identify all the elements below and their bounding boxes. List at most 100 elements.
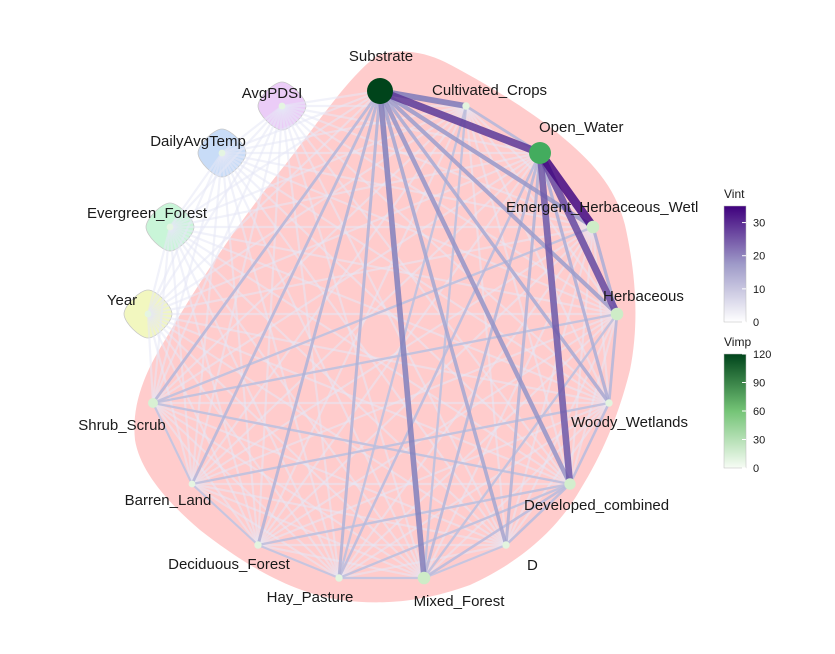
nodes-layer (144, 78, 624, 585)
legend-vint-ticks: 0 10 20 30 (742, 218, 765, 329)
label-substrate: Substrate (349, 48, 413, 65)
node-emergent-herbaceous-wetlands (586, 220, 600, 234)
edge-substrate-shrub-scrub (151, 90, 382, 404)
faint-edge-year-dailyavgtemp (147, 152, 223, 315)
legend-tick-vint-0: 0 (753, 317, 759, 329)
legend-vint-title: Vint (724, 187, 745, 201)
legend-vimp-title: Vimp (724, 335, 751, 349)
faint-edge-woody-wetlands-dailyavgtemp (221, 152, 610, 404)
faint-edge-hay-pasture-avgpdsi (280, 105, 341, 579)
label-barren-land: Barren_Land (125, 492, 212, 509)
faint-edge-cultivated-crops-barren-land (191, 105, 467, 485)
edge-substrate-deciduous-forest (256, 90, 382, 546)
faint-edge-d-avgpdsi (281, 105, 507, 546)
node-open-water (529, 142, 551, 164)
faint-edge-evergreen-forest-dailyavgtemp (169, 152, 223, 228)
faint-edge-mixed-forest-shrub-scrub (152, 402, 425, 579)
edge-shrub-scrub-developed-combined (152, 401, 571, 486)
label-open-water: Open_Water (539, 119, 624, 136)
faint-edge-herbaceous-d (505, 313, 618, 546)
edges-layer (151, 87, 621, 580)
node-woody-wetlands (605, 399, 613, 407)
edge-developed-combined-mixed-forest (423, 482, 571, 580)
label-mixed-forest: Mixed_Forest (414, 593, 506, 610)
faint-edge-substrate-avgpdsi (281, 89, 381, 108)
edge-substrate-woody-wetlands (378, 89, 611, 405)
labels-layer: Substrate Cultivated_Crops Open_Water Emerg… (78, 48, 698, 610)
faint-edge-shrub-scrub-evergreen-forest (151, 226, 172, 404)
label-shrub-scrub: Shrub_Scrub (78, 417, 166, 434)
faint-edge-herbaceous-avgpdsi (281, 105, 618, 315)
faint-edge-barren-land-evergreen-forest (168, 226, 194, 485)
edge-open-water-herbaceous (536, 151, 621, 316)
faint-edge-hay-pasture-dailyavgtemp (220, 152, 341, 579)
node-substrate (367, 78, 393, 104)
node-d (502, 541, 510, 549)
edge-substrate-mixed-forest (377, 90, 427, 579)
edge-open-water-d (504, 152, 542, 546)
edge-deciduous-forest-hay-pasture (257, 544, 340, 579)
legend-tick-vimp-120: 120 (753, 349, 771, 361)
label-developed-combined: Developed_combined (524, 497, 669, 514)
edge-developed-combined-d (505, 483, 571, 546)
edge-deciduous-forest-developed-combined (257, 482, 571, 547)
faint-edge-d-dailyavgtemp (221, 152, 507, 546)
faint-edge-mixed-forest-barren-land (191, 482, 425, 580)
label-d: D (527, 557, 538, 574)
faint-edge-cultivated-crops-herbaceous (465, 105, 618, 315)
label-deciduous-forest: Deciduous_Forest (168, 556, 291, 573)
background-layer (134, 51, 636, 603)
label-year: Year (107, 292, 137, 309)
edge-shrub-scrub-barren-land (152, 402, 193, 485)
faint-edge-d-year (147, 313, 507, 546)
faint-edge-deciduous-forest-shrub-scrub (152, 402, 259, 546)
faint-edge-woody-wetlands-year (147, 312, 610, 405)
faint-edge-open-water-shrub-scrub (152, 152, 541, 404)
edge-open-water-emergent-herbaceous-wetlands (536, 150, 597, 230)
faint-edge-evergreen-forest-avgpdsi (169, 105, 283, 228)
node-deciduous-forest (254, 541, 262, 549)
node-dailyavgtemp (218, 149, 226, 157)
legend-vimp: Vimp 0 30 60 90 120 (723, 335, 771, 475)
faint-edge-cultivated-crops-woody-wetlands (465, 105, 610, 404)
legend-tick-vimp-60: 60 (753, 406, 765, 418)
faint-edge-deciduous-forest-dailyavgtemp (220, 152, 260, 546)
edge-substrate-hay-pasture (337, 90, 382, 579)
legend-tick-vimp-0: 0 (753, 463, 759, 475)
label-evergreen-forest: Evergreen_Forest (87, 205, 208, 222)
label-cultivated-crops: Cultivated_Crops (432, 82, 547, 99)
faint-edge-cultivated-crops-deciduous-forest (257, 105, 467, 546)
node-herbaceous (610, 307, 624, 321)
faint-edge-barren-land-avgpdsi (190, 105, 284, 485)
label-herbaceous: Herbaceous (603, 288, 684, 305)
faint-edge-dailyavgtemp-avgpdsi (221, 105, 283, 154)
edge-substrate-developed-combined (377, 90, 573, 485)
edge-substrate-herbaceous (378, 89, 619, 316)
faint-edge-mixed-forest-avgpdsi (280, 105, 426, 579)
legend-tick-vint-10: 10 (753, 284, 765, 296)
faint-edge-deciduous-forest-evergreen-forest (168, 226, 260, 546)
faint-edge-shrub-scrub-dailyavgtemp (151, 152, 224, 404)
edge-substrate-barren-land (190, 90, 382, 485)
node-developed-combined (564, 478, 576, 490)
label-avgpdsi: AvgPDSI (242, 85, 303, 102)
edge-emergent-herbaceous-wetlands-shrub-scrub (152, 225, 594, 405)
edge-mixed-forest-herbaceous (423, 313, 618, 579)
faint-edge-developed-combined-dailyavgtemp (221, 152, 571, 485)
faint-edge-hay-pasture-barren-land (191, 483, 340, 579)
edge-substrate-d (378, 90, 508, 546)
edge-herbaceous-woody-wetlands (607, 313, 619, 404)
edge-shrub-scrub-herbaceous (152, 312, 618, 405)
faint-edge-woody-wetlands-avgpdsi (281, 105, 610, 404)
edge-hay-pasture-developed-combined (338, 482, 571, 580)
node-avgpdsi (278, 102, 286, 110)
faint-edge-deciduous-forest-avgpdsi (256, 105, 284, 546)
faint-edge-hay-pasture-year (147, 313, 340, 579)
faint-edge-shrub-scrub-avgpdsi (151, 105, 284, 404)
edge-substrate-open-water (378, 87, 542, 157)
legend-tick-vint-30: 30 (753, 218, 765, 230)
faint-edge-substrate-evergreen-forest (169, 90, 381, 228)
faint-edge-open-water-deciduous-forest (257, 152, 541, 546)
faint-edge-d-shrub-scrub (152, 401, 507, 547)
